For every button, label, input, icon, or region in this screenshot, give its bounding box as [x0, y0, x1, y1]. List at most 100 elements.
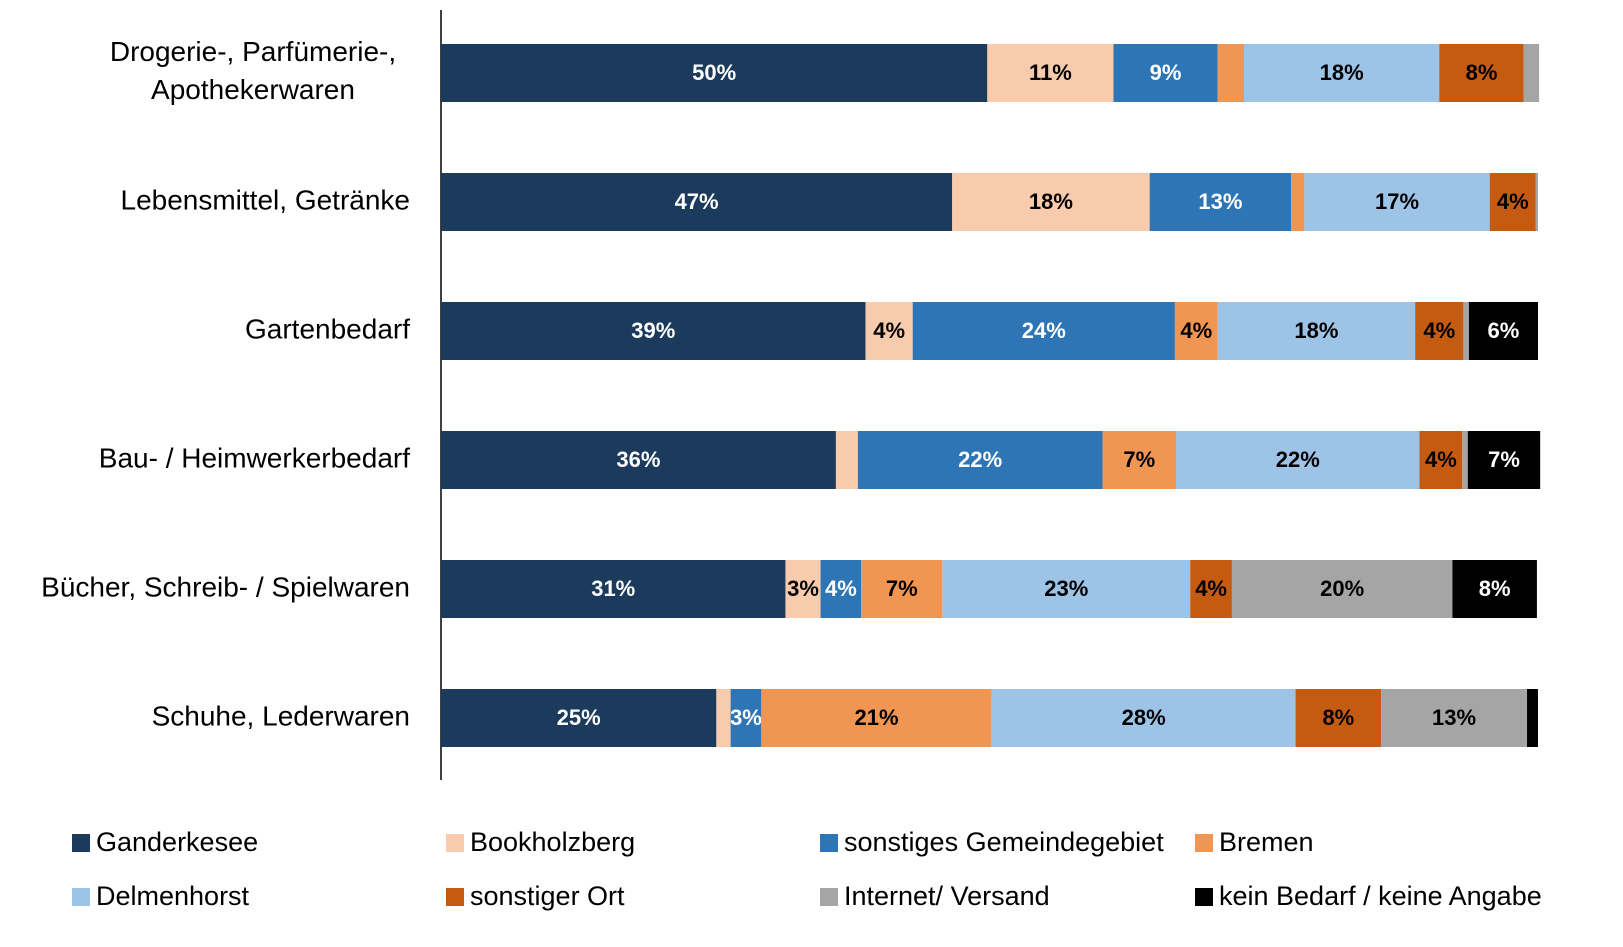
bar-segment: [716, 689, 731, 747]
data-label: 4%: [873, 318, 905, 343]
bar-segment: [861, 560, 943, 618]
legend-swatch: [820, 888, 838, 906]
legend-label: Internet/ Versand: [844, 881, 1050, 911]
bar-segment: [1462, 431, 1468, 489]
data-label: 50%: [692, 60, 736, 85]
bar-segment: [1217, 44, 1245, 102]
data-label: 13%: [1432, 705, 1476, 730]
data-label: 4%: [1423, 318, 1455, 343]
bar-segment: [952, 173, 1150, 231]
bar-segment: [987, 44, 1114, 102]
legend-label: kein Bedarf / keine Angabe: [1219, 881, 1542, 911]
bar-segment: [1381, 689, 1528, 747]
bar-segment: [785, 560, 821, 618]
data-label: 18%: [1029, 189, 1073, 214]
data-label: 25%: [557, 705, 601, 730]
data-label: 7%: [1123, 447, 1155, 472]
data-label: 23%: [1044, 576, 1088, 601]
legend-swatch: [72, 888, 90, 906]
data-label: 7%: [886, 576, 918, 601]
legend-swatch: [446, 888, 464, 906]
data-label: 39%: [631, 318, 675, 343]
legend-label: Bookholzberg: [470, 827, 635, 857]
bar-segment: [441, 689, 717, 747]
bar-segment: [1231, 560, 1453, 618]
bar-segment: [835, 431, 858, 489]
data-label: 21%: [854, 705, 898, 730]
data-label: 31%: [591, 576, 635, 601]
bar-segment: [1291, 173, 1305, 231]
data-label: 9%: [1150, 60, 1182, 85]
bar-segment: [1102, 431, 1176, 489]
data-label: 7%: [1488, 447, 1520, 472]
data-label: 3%: [787, 576, 819, 601]
bar-segment: [441, 44, 988, 102]
bar-segment: [1244, 44, 1440, 102]
bar-segment: [1468, 302, 1538, 360]
bar-segment: [942, 560, 1191, 618]
data-label: 13%: [1198, 189, 1242, 214]
bar-segment: [441, 302, 866, 360]
bar-segment: [1295, 689, 1382, 747]
data-label: 8%: [1479, 576, 1511, 601]
category-label: Bücher, Schreib- / Spielwaren: [41, 571, 410, 602]
bar-segment: [1535, 173, 1538, 231]
bar-segment: [441, 560, 786, 618]
legend-swatch: [1195, 834, 1213, 852]
data-label: 22%: [958, 447, 1002, 472]
bar-segment: [441, 173, 953, 231]
legend-label: Delmenhorst: [96, 881, 250, 911]
data-label: 18%: [1320, 60, 1364, 85]
legend-swatch: [1195, 888, 1213, 906]
legend-swatch: [72, 834, 90, 852]
bar-segment: [820, 560, 862, 618]
legend-swatch: [446, 834, 464, 852]
bar-segment: [1304, 173, 1490, 231]
category-label: Bau- / Heimwerkerbedarf: [99, 442, 410, 473]
data-label: 22%: [1276, 447, 1320, 472]
data-label: 24%: [1022, 318, 1066, 343]
bar-segment: [1174, 302, 1218, 360]
data-label: 8%: [1322, 705, 1354, 730]
bar-segment: [1467, 431, 1541, 489]
bar-segment: [1523, 44, 1540, 102]
legend-label: sonstiges Gemeindegebiet: [844, 827, 1164, 857]
bar-segment: [1175, 431, 1420, 489]
data-label: 36%: [616, 447, 660, 472]
legend-label: sonstiger Ort: [470, 881, 625, 911]
data-label: 4%: [1195, 576, 1227, 601]
bar-segment: [1419, 431, 1463, 489]
category-label: Drogerie-, Parfümerie-, Apothekerwaren: [110, 36, 396, 105]
data-label: 4%: [1180, 318, 1212, 343]
bar-segment: [1452, 560, 1537, 618]
data-label: 4%: [1497, 189, 1529, 214]
bar-segment: [730, 689, 762, 747]
bar-segment: [1190, 560, 1232, 618]
data-label: 8%: [1466, 60, 1498, 85]
category-label: Schuhe, Lederwaren: [152, 700, 410, 731]
data-label: 17%: [1375, 189, 1419, 214]
data-label: 11%: [1029, 60, 1072, 85]
data-label: 20%: [1320, 576, 1364, 601]
data-label: 6%: [1488, 318, 1520, 343]
bar-segment: [441, 431, 836, 489]
bar-segment: [865, 302, 913, 360]
bar-segment: [1489, 173, 1536, 231]
category-label: Gartenbedarf: [245, 313, 410, 344]
data-label: 4%: [1425, 447, 1457, 472]
legend-label: Bremen: [1219, 827, 1314, 857]
bar-segment: [1439, 44, 1524, 102]
bar-segment: [1113, 44, 1218, 102]
data-label: 47%: [675, 189, 719, 214]
category-label: Lebensmittel, Getränke: [121, 184, 411, 215]
bar-segment: [1527, 689, 1538, 747]
data-label: 18%: [1294, 318, 1338, 343]
bar-segment: [1149, 173, 1292, 231]
bar-segment: [912, 302, 1175, 360]
legend-swatch: [820, 834, 838, 852]
legend-label: Ganderkesee: [96, 827, 258, 857]
data-label: 4%: [825, 576, 857, 601]
bar-segment: [991, 689, 1296, 747]
bar-segment: [1415, 302, 1464, 360]
